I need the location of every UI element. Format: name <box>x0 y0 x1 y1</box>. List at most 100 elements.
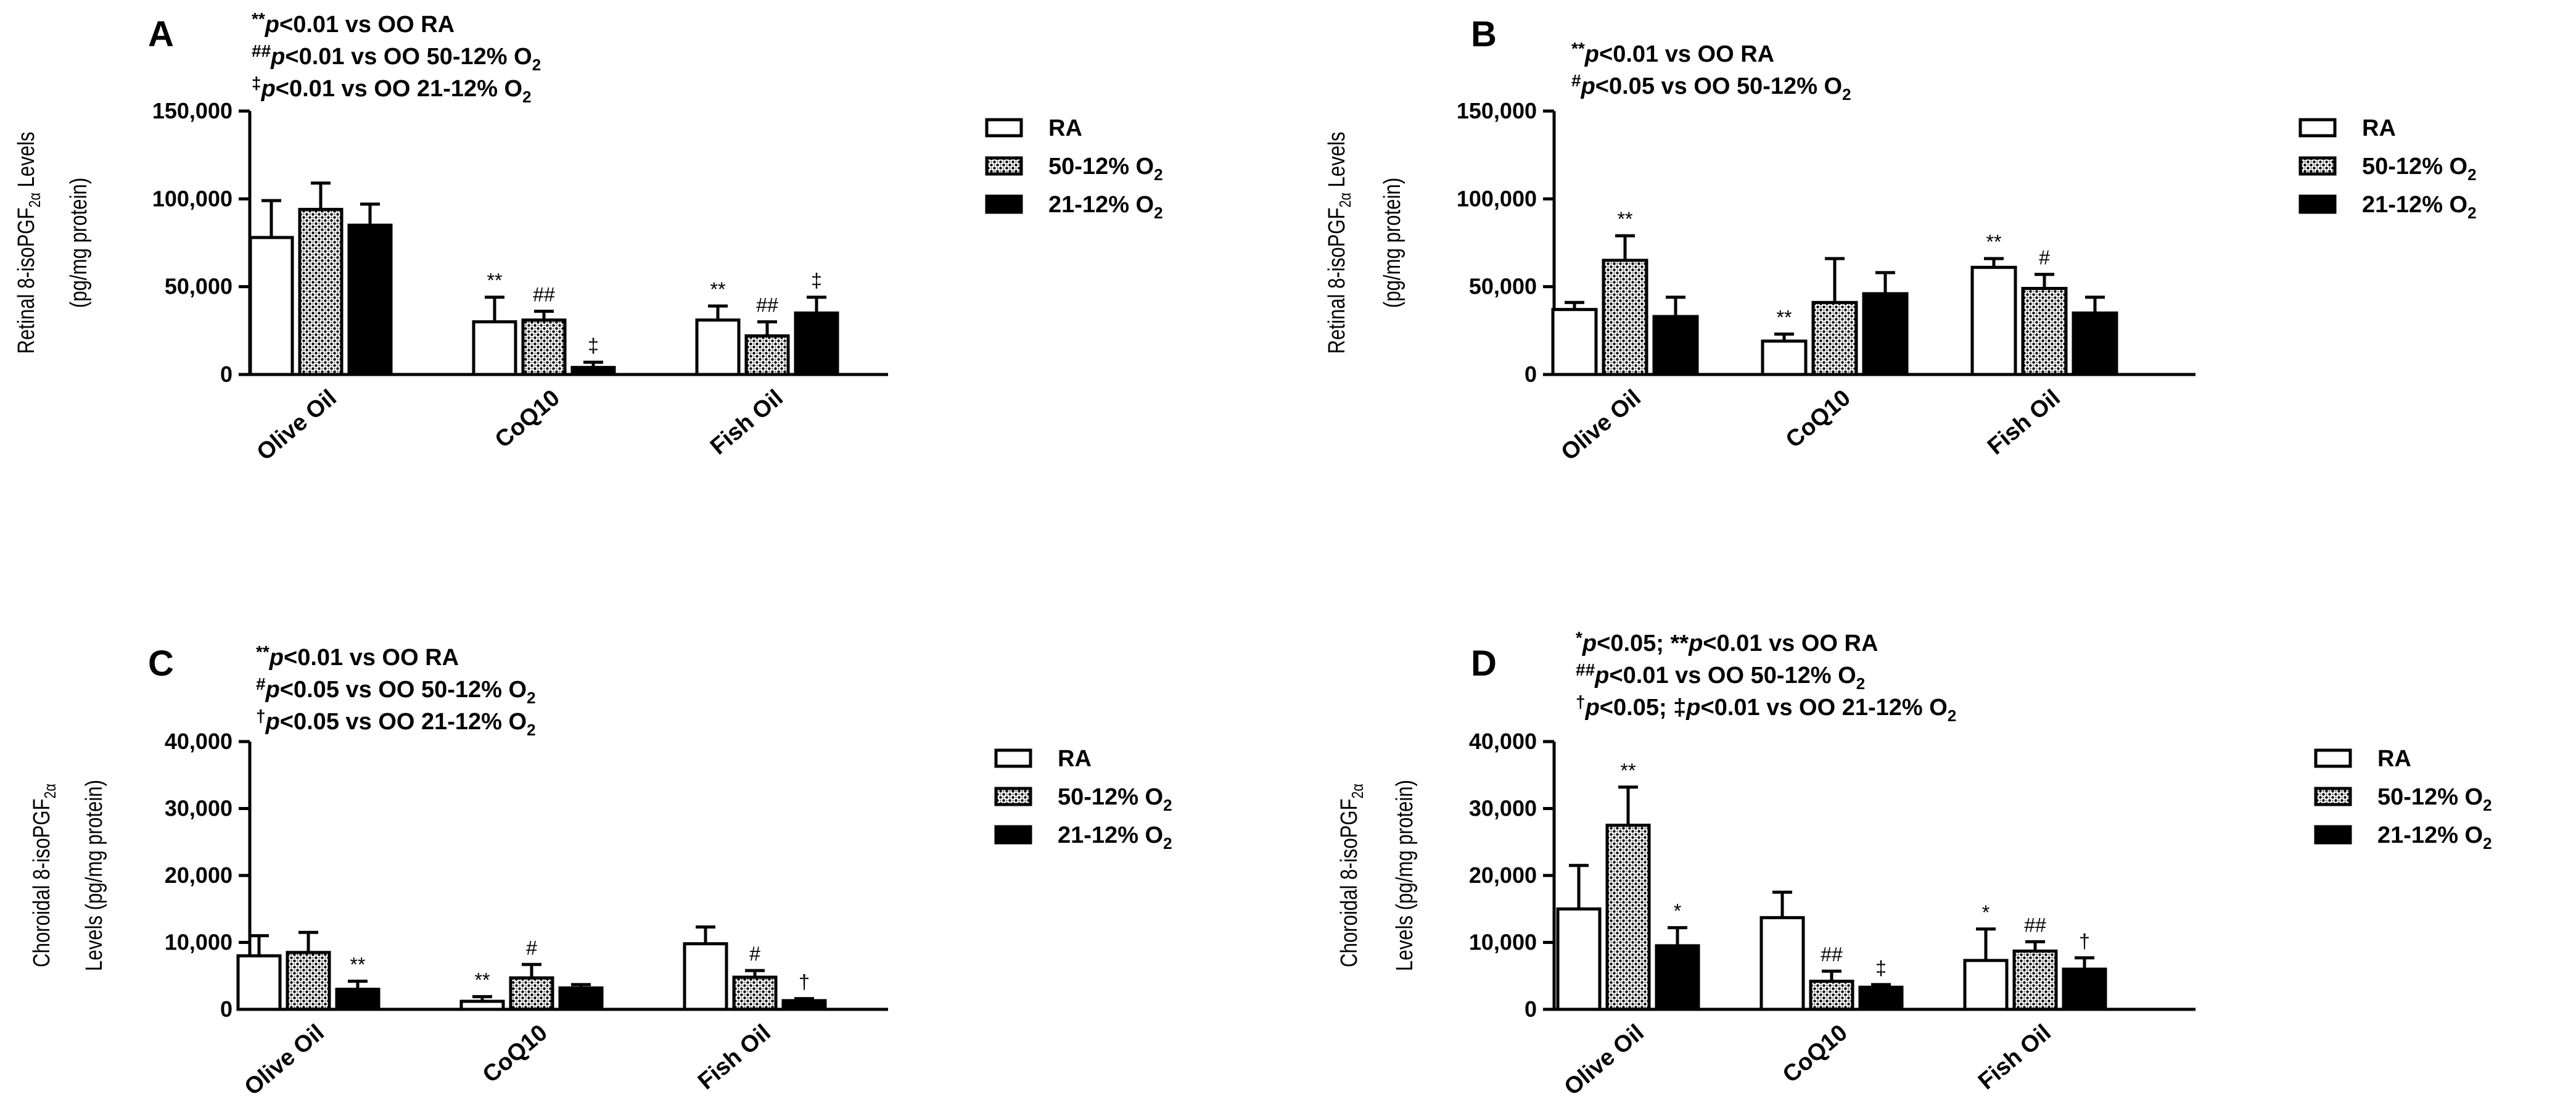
legend-label: RA <box>1058 746 1092 772</box>
legend-label: 21-12% O2 <box>2362 192 2477 222</box>
category-label: Olive Oil <box>1560 1020 1649 1101</box>
significance-mark: ‡ <box>811 270 822 292</box>
y-tick-label: 100,000 <box>1457 186 1537 211</box>
legend-swatch <box>2298 194 2337 214</box>
category-label: CoQ10 <box>1778 1020 1853 1088</box>
significance-note: **p<0.01 vs OO RA <box>1571 39 1774 67</box>
y-tick-label: 0 <box>1525 996 1537 1022</box>
y-tick-label: 50,000 <box>1469 274 1537 299</box>
significance-mark: ‡ <box>1875 957 1887 979</box>
y-tick-label: 40,000 <box>1469 729 1537 754</box>
legend-swatch <box>2298 118 2337 138</box>
y-axis-label: Retinal 8-isoPGF2α Levels <box>14 131 44 354</box>
bar <box>1556 907 1602 1011</box>
legend-label: 21-12% O2 <box>1048 192 1163 222</box>
legend-label: 50-12% O2 <box>2362 154 2477 184</box>
significance-note: #p<0.05 vs OO 50-12% O2 <box>256 674 536 707</box>
category-label: Olive Oil <box>1557 385 1646 466</box>
legend-swatch <box>2314 748 2352 768</box>
significance-mark: ** <box>710 278 726 300</box>
significance-note: †p<0.05 vs OO 21-12% O2 <box>256 706 536 739</box>
bar <box>335 987 381 1011</box>
bar <box>1652 315 1699 376</box>
legend-label: RA <box>2377 746 2411 772</box>
significance-mark: ‡ <box>588 334 599 357</box>
category-label: Olive Oil <box>240 1020 329 1101</box>
significance-note: *p<0.05; **p<0.01 vs OO RA <box>1576 628 1878 656</box>
bar <box>1809 979 1854 1011</box>
bar <box>2062 967 2107 1011</box>
category-label: Fish Oil <box>1973 1020 2056 1095</box>
y-axis-label-line2: Levels (pg/mg protein) <box>81 780 107 971</box>
y-tick-label: 50,000 <box>165 274 232 299</box>
significance-note: †p<0.05; ‡p<0.01 vs OO 21-12% O2 <box>1576 692 1956 725</box>
y-tick-label: 20,000 <box>165 863 232 888</box>
bar <box>1605 824 1651 1011</box>
y-tick-label: 30,000 <box>165 796 232 821</box>
bar <box>1963 959 2009 1011</box>
panel-letter: C <box>148 643 174 684</box>
y-tick-label: 40,000 <box>165 729 232 754</box>
bar <box>1602 259 1648 376</box>
legend-swatch <box>985 194 1023 214</box>
significance-mark: # <box>2039 247 2050 269</box>
panel-letter: A <box>148 14 174 54</box>
y-tick-label: 30,000 <box>1469 796 1537 821</box>
legend-swatch <box>2298 156 2337 176</box>
legend-label: RA <box>1048 115 1082 141</box>
bar <box>2012 950 2058 1011</box>
legend-swatch <box>994 825 1032 845</box>
legend-swatch <box>985 156 1023 176</box>
significance-note: #p<0.05 vs OO 50-12% O2 <box>1571 71 1851 104</box>
significance-note: **p<0.01 vs OO RA <box>252 9 455 38</box>
bar <box>509 976 554 1011</box>
significance-mark: ## <box>533 284 555 306</box>
bar <box>570 366 616 376</box>
y-tick-label: 10,000 <box>165 930 232 955</box>
bar <box>1759 916 1805 1011</box>
category-label: CoQ10 <box>490 385 565 453</box>
significance-mark: ** <box>475 969 490 991</box>
significance-mark: * <box>1982 901 1990 924</box>
bar <box>683 942 728 1011</box>
category-label: CoQ10 <box>1781 385 1856 453</box>
bar <box>1862 292 1909 376</box>
bar <box>744 334 790 376</box>
significance-mark: ## <box>2024 914 2046 936</box>
legend-label: 21-12% O2 <box>2377 822 2492 853</box>
significance-mark: ** <box>487 270 503 292</box>
significance-mark: ** <box>350 953 366 975</box>
y-axis-label: Choroidal 8-isoPGF2α <box>1336 784 1367 967</box>
legend-label: 21-12% O2 <box>1058 822 1172 853</box>
bar <box>1970 265 2017 376</box>
bar <box>347 223 393 376</box>
panel-letter: B <box>1471 14 1497 54</box>
significance-note: **p<0.01 vs OO RA <box>256 642 459 671</box>
significance-note: ##p<0.01 vs OO 50-12% O2 <box>252 41 541 74</box>
bar <box>1811 300 1858 376</box>
y-tick-label: 20,000 <box>1469 863 1537 888</box>
category-label: Olive Oil <box>252 385 342 466</box>
y-tick-label: 150,000 <box>1457 98 1537 123</box>
significance-note: ##p<0.01 vs OO 50-12% O2 <box>1576 660 1865 693</box>
bar <box>1761 339 1808 376</box>
category-label: CoQ10 <box>478 1020 553 1088</box>
bar <box>732 975 778 1011</box>
significance-mark: * <box>1674 900 1681 922</box>
legend-label: 50-12% O2 <box>1048 154 1163 184</box>
bar <box>794 311 839 376</box>
significance-mark: # <box>749 943 760 965</box>
bar <box>558 986 604 1011</box>
significance-mark: ## <box>756 294 778 317</box>
bar <box>1858 985 1904 1011</box>
significance-mark: ** <box>1986 231 2002 253</box>
bar <box>1551 308 1598 376</box>
significance-mark: ## <box>1821 943 1843 966</box>
y-tick-label: 0 <box>220 996 232 1022</box>
bar <box>781 999 827 1011</box>
panel-c: C **p<0.01 vs OO RA #p<0.05 vs OO 50-12% O… <box>29 642 1172 1101</box>
y-axis-label-line2: (pg/mg protein) <box>1380 178 1405 308</box>
y-axis-label-line2: (pg/mg protein) <box>66 178 92 308</box>
significance-mark: ** <box>1618 208 1633 230</box>
